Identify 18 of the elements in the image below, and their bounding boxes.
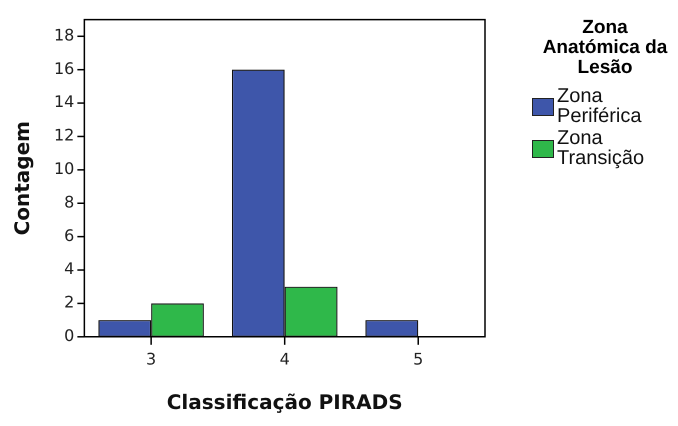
y-tick-label: 8 (64, 192, 74, 212)
legend-label: Zona Transição (557, 127, 646, 169)
y-tick-label: 0 (64, 326, 74, 345)
y-tick-label: 16 (54, 58, 74, 78)
y-tick-label: 2 (64, 292, 74, 312)
y-tick-label: 4 (64, 259, 74, 278)
y-tick-label: 12 (54, 126, 74, 145)
legend-title: Zona Anatómica da Lesão (542, 17, 668, 78)
legend-label: Zona Periférica (557, 85, 642, 127)
x-tick-label: 5 (413, 350, 424, 369)
y-tick-label: 18 (54, 25, 74, 44)
x-tick-label: 4 (280, 350, 290, 369)
y-axis-title: Contagem (10, 120, 34, 236)
y-tick-label: 14 (54, 92, 74, 112)
y-tick-label: 10 (54, 159, 74, 178)
x-axis-title: Classificação PIRADS (166, 390, 403, 414)
y-tick-label: 6 (64, 226, 74, 245)
x-tick-label: 3 (146, 350, 156, 369)
